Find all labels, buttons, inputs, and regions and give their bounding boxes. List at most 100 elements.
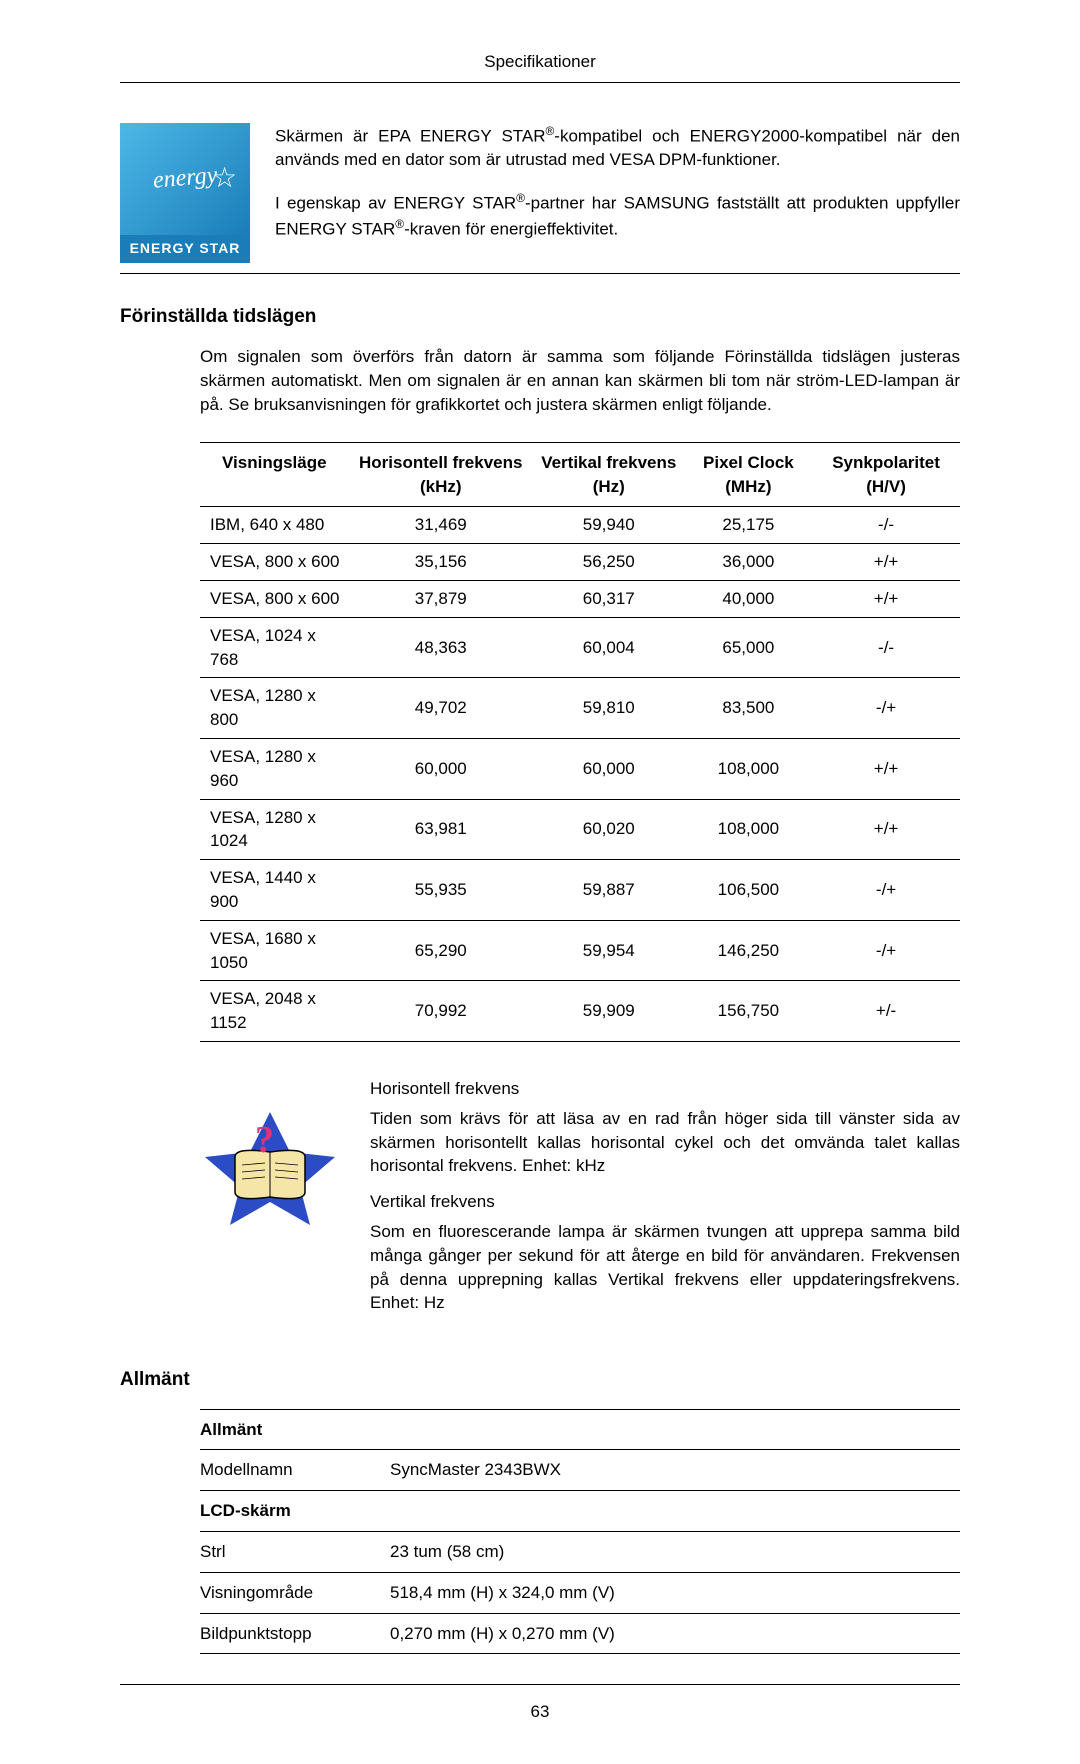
- cell-mode: VESA, 1280 x 1024: [200, 799, 349, 860]
- cell-pixelclock: 83,500: [685, 678, 813, 739]
- spec-section-title: LCD-skärm: [200, 1491, 960, 1532]
- spec-label: Bildpunktstopp: [200, 1613, 390, 1654]
- spec-row: ModellnamnSyncMaster 2343BWX: [200, 1450, 960, 1491]
- svg-text:?: ?: [255, 1119, 274, 1161]
- cell-hfreq: 70,992: [349, 981, 533, 1042]
- cell-hfreq: 65,290: [349, 920, 533, 981]
- cell-mode: VESA, 2048 x 1152: [200, 981, 349, 1042]
- cell-pixelclock: 40,000: [685, 580, 813, 617]
- cell-mode: IBM, 640 x 480: [200, 507, 349, 544]
- cell-hfreq: 48,363: [349, 617, 533, 678]
- cell-pixelclock: 36,000: [685, 544, 813, 581]
- cell-pixelclock: 25,175: [685, 507, 813, 544]
- col-pixelclock: Pixel Clock (MHz): [685, 442, 813, 507]
- spec-label: Modellnamn: [200, 1450, 390, 1491]
- spec-row: Bildpunktstopp0,270 mm (H) x 0,270 mm (V…: [200, 1613, 960, 1654]
- spec-section-header: Allmänt: [200, 1409, 960, 1450]
- cell-vfreq: 59,810: [533, 678, 685, 739]
- preset-timing-intro: Om signalen som överförs från datorn är …: [200, 345, 960, 416]
- cell-vfreq: 59,954: [533, 920, 685, 981]
- vfreq-text: Som en fluorescerande lampa är skärmen t…: [370, 1220, 960, 1315]
- header-title-text: Specifikationer: [484, 52, 596, 71]
- energy-para-1: Skärmen är EPA ENERGY STAR®-kompatibel o…: [275, 123, 960, 172]
- table-row: VESA, 1280 x 102463,98160,020108,000+/+: [200, 799, 960, 860]
- energy-logo-script: energy: [151, 159, 218, 198]
- cell-vfreq: 59,887: [533, 860, 685, 921]
- table-row: IBM, 640 x 48031,46959,94025,175-/-: [200, 507, 960, 544]
- cell-syncpol: +/+: [812, 799, 960, 860]
- cell-vfreq: 59,940: [533, 507, 685, 544]
- cell-mode: VESA, 1440 x 900: [200, 860, 349, 921]
- cell-pixelclock: 65,000: [685, 617, 813, 678]
- table-row: VESA, 1280 x 96060,00060,000108,000+/+: [200, 738, 960, 799]
- energy-star-section: energy ☆ ENERGY STAR Skärmen är EPA ENER…: [120, 123, 960, 274]
- table-row: VESA, 1680 x 105065,29059,954146,250-/+: [200, 920, 960, 981]
- table-row: VESA, 1440 x 90055,93559,887106,500-/+: [200, 860, 960, 921]
- energy-para-2: I egenskap av ENERGY STAR®-partner har S…: [275, 190, 960, 241]
- cell-hfreq: 37,879: [349, 580, 533, 617]
- book-question-icon: ?: [200, 1107, 340, 1227]
- cell-vfreq: 60,317: [533, 580, 685, 617]
- cell-vfreq: 59,909: [533, 981, 685, 1042]
- cell-syncpol: +/-: [812, 981, 960, 1042]
- spec-row: Visningområde518,4 mm (H) x 324,0 mm (V): [200, 1572, 960, 1613]
- hfreq-heading: Horisontell frekvens: [370, 1077, 960, 1101]
- vfreq-heading: Vertikal frekvens: [370, 1190, 960, 1214]
- spec-value: 23 tum (58 cm): [390, 1532, 960, 1573]
- cell-mode: VESA, 1024 x 768: [200, 617, 349, 678]
- energy-star-logo: energy ☆ ENERGY STAR: [120, 123, 250, 263]
- spec-value: 518,4 mm (H) x 324,0 mm (V): [390, 1572, 960, 1613]
- table-row: VESA, 2048 x 115270,99259,909156,750+/-: [200, 981, 960, 1042]
- hfreq-text: Tiden som krävs för att läsa av en rad f…: [370, 1107, 960, 1178]
- col-mode: Visningsläge: [200, 442, 349, 507]
- page-number: 63: [531, 1702, 550, 1721]
- table-row: VESA, 1024 x 76848,36360,00465,000-/-: [200, 617, 960, 678]
- cell-pixelclock: 106,500: [685, 860, 813, 921]
- timing-table-header-row: Visningsläge Horisontell frekvens (kHz) …: [200, 442, 960, 507]
- general-heading: Allmänt: [120, 1367, 960, 1394]
- cell-pixelclock: 108,000: [685, 738, 813, 799]
- timing-table: Visningsläge Horisontell frekvens (kHz) …: [200, 442, 960, 1042]
- table-row: VESA, 1280 x 80049,70259,81083,500-/+: [200, 678, 960, 739]
- page-header: Specifikationer: [120, 50, 960, 83]
- cell-pixelclock: 146,250: [685, 920, 813, 981]
- cell-syncpol: +/+: [812, 544, 960, 581]
- cell-hfreq: 55,935: [349, 860, 533, 921]
- energy-star-text: Skärmen är EPA ENERGY STAR®-kompatibel o…: [275, 123, 960, 263]
- col-syncpol: Synkpolaritet (H/V): [812, 442, 960, 507]
- table-row: VESA, 800 x 60035,15656,25036,000+/+: [200, 544, 960, 581]
- col-vfreq: Vertikal frekvens (Hz): [533, 442, 685, 507]
- energy-logo-label: ENERGY STAR: [120, 235, 250, 263]
- page-footer: 63: [120, 1684, 960, 1724]
- spec-row: Strl23 tum (58 cm): [200, 1532, 960, 1573]
- cell-syncpol: -/-: [812, 617, 960, 678]
- frequency-section: ? Horisontell frekvens Tiden som krävs f…: [200, 1077, 960, 1327]
- cell-pixelclock: 156,750: [685, 981, 813, 1042]
- cell-vfreq: 60,004: [533, 617, 685, 678]
- cell-hfreq: 35,156: [349, 544, 533, 581]
- cell-hfreq: 63,981: [349, 799, 533, 860]
- cell-syncpol: -/-: [812, 507, 960, 544]
- col-hfreq: Horisontell frekvens (kHz): [349, 442, 533, 507]
- star-icon: ☆: [212, 158, 242, 188]
- cell-vfreq: 60,020: [533, 799, 685, 860]
- energy-logo-top: energy ☆: [120, 123, 250, 235]
- frequency-text: Horisontell frekvens Tiden som krävs för…: [370, 1077, 960, 1327]
- cell-syncpol: -/+: [812, 678, 960, 739]
- spec-table: AllmäntModellnamnSyncMaster 2343BWXLCD-s…: [200, 1409, 960, 1655]
- cell-hfreq: 49,702: [349, 678, 533, 739]
- cell-syncpol: -/+: [812, 860, 960, 921]
- cell-syncpol: +/+: [812, 738, 960, 799]
- table-row: VESA, 800 x 60037,87960,31740,000+/+: [200, 580, 960, 617]
- cell-mode: VESA, 1280 x 800: [200, 678, 349, 739]
- cell-pixelclock: 108,000: [685, 799, 813, 860]
- cell-mode: VESA, 800 x 600: [200, 544, 349, 581]
- cell-vfreq: 60,000: [533, 738, 685, 799]
- spec-section-header: LCD-skärm: [200, 1491, 960, 1532]
- spec-label: Visningområde: [200, 1572, 390, 1613]
- cell-syncpol: +/+: [812, 580, 960, 617]
- cell-hfreq: 60,000: [349, 738, 533, 799]
- spec-label: Strl: [200, 1532, 390, 1573]
- spec-section-title: Allmänt: [200, 1409, 960, 1450]
- spec-value: SyncMaster 2343BWX: [390, 1450, 960, 1491]
